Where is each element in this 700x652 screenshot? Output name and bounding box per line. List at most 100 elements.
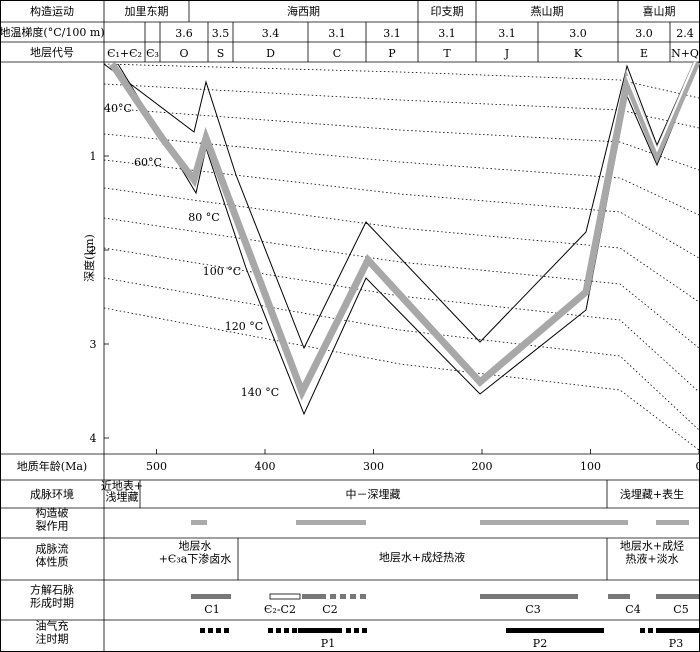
- strata-code: Є₁+Є₂: [107, 47, 142, 60]
- calcite-label: C2: [322, 603, 337, 616]
- calcite-bar: [191, 594, 231, 599]
- burial-curve-bottom: [117, 61, 700, 416]
- tectonic-period: 海西期: [287, 4, 320, 18]
- depth-tick-label: 3: [90, 338, 97, 351]
- age-tick-label: 500: [146, 460, 167, 473]
- tectonic-period: 印支期: [431, 5, 464, 18]
- gradient-value: 3.1: [438, 27, 456, 40]
- row-label-gradient: 地温梯度(°C/100 m): [0, 25, 105, 39]
- tectonic-period: 喜山期: [643, 5, 676, 18]
- age-tick-label: 100: [580, 460, 601, 473]
- gradient-value: 3.5: [212, 27, 230, 40]
- strata-code: N+Q: [671, 47, 699, 60]
- gradient-value: 3.0: [635, 27, 653, 40]
- row-label-calcite: 方解石脉形成时期: [30, 583, 74, 610]
- calcite-bar: [480, 594, 578, 599]
- fluid-label: 地层水+成烃热液+淡水: [620, 540, 684, 566]
- strata-code: D: [266, 47, 275, 60]
- oil-bar: [224, 628, 229, 633]
- depth-tick-label: 4: [90, 432, 97, 445]
- fault-bar: [296, 520, 366, 525]
- oil-bar: [284, 628, 289, 633]
- calcite-bar: [302, 594, 326, 599]
- fluid-label: 地层水+成烃热液: [379, 550, 465, 564]
- target-layer-curve: [109, 60, 700, 401]
- gradient-value: 3.1: [383, 27, 401, 40]
- oil-label: P1: [321, 637, 335, 650]
- strata-code: E: [640, 47, 648, 60]
- isotherm-line: [103, 83, 700, 129]
- fault-bar: [480, 520, 628, 525]
- row-label-oil: 油气充注时期: [36, 619, 69, 646]
- gradient-value: 3.1: [328, 27, 346, 40]
- oil-bar: [656, 628, 699, 633]
- oil-bar: [216, 628, 221, 633]
- depth-tick-label: 1: [90, 150, 97, 163]
- oil-label: P3: [669, 637, 683, 650]
- calcite-bar: [330, 594, 336, 599]
- calcite-bar: [350, 594, 356, 599]
- age-tick-label: 200: [472, 460, 493, 473]
- isotherm-label: 100 °C: [203, 265, 241, 278]
- oil-bar: [354, 628, 359, 633]
- calcite-label: C3: [525, 603, 540, 616]
- strata-code: C: [333, 47, 341, 60]
- row-label-age: 地质年龄(Ma): [17, 459, 87, 473]
- tectonic-period: 燕山期: [531, 5, 564, 18]
- oil-bar: [648, 628, 653, 633]
- isotherm-line: [103, 307, 700, 451]
- row-label-fluid: 成脉流体性质: [36, 542, 69, 569]
- isotherm-label: 140 °C: [241, 386, 279, 399]
- row-label-tectonic: 构造运动: [30, 4, 74, 18]
- isotherm-line: [103, 187, 700, 303]
- oil-bar: [276, 628, 281, 633]
- isotherm-line: [103, 217, 700, 349]
- oil-bar: [506, 628, 604, 633]
- calcite-bar: [656, 594, 699, 599]
- oil-bar: [362, 628, 367, 633]
- gradient-value: 3.1: [498, 27, 516, 40]
- tectonic-period: 加里东期: [125, 5, 169, 18]
- calcite-label: C4: [625, 603, 640, 616]
- oil-bar: [208, 628, 213, 633]
- isotherm-line: [103, 247, 700, 393]
- fluid-label: 地层水+Є₃a下渗卤水: [159, 540, 232, 566]
- isotherm-line: [103, 107, 700, 171]
- env-label: 浅埋藏+表生: [620, 487, 684, 501]
- calcite-bar: [269, 593, 301, 600]
- isotherm-label: 120 °C: [225, 320, 263, 333]
- calcite-label: C1: [204, 603, 219, 616]
- depth-tick-label: 2: [90, 244, 97, 257]
- oil-bar: [346, 628, 351, 633]
- row-label-fault: 构造破裂作用: [36, 506, 69, 533]
- isotherm-line: [103, 159, 700, 259]
- fault-bar: [656, 520, 689, 525]
- age-tick-label: 400: [255, 460, 276, 473]
- strata-code: O: [179, 47, 188, 60]
- strata-code: J: [504, 47, 509, 60]
- env-label: 中－深埋藏: [346, 488, 401, 501]
- target-layer-core: [626, 61, 696, 153]
- burial-curve-top: [103, 61, 695, 350]
- isotherm-label: 60°C: [134, 156, 162, 169]
- isotherm-line: [103, 63, 700, 99]
- row-label-env: 成脉环境: [30, 487, 74, 501]
- oil-bar: [640, 628, 645, 633]
- depth-axis-label: 深度(km): [82, 234, 96, 282]
- gradient-value: 2.4: [676, 27, 694, 40]
- strata-code: Є₃: [146, 47, 159, 60]
- isotherm-line: [103, 277, 700, 431]
- oil-bar: [268, 628, 273, 633]
- age-tick-label: 300: [363, 460, 384, 473]
- burial-curves: [103, 60, 700, 633]
- strata-code: T: [443, 47, 451, 60]
- strata-code: S: [217, 47, 225, 60]
- strata-code: P: [388, 47, 396, 60]
- row-label-strata: 地层代号: [30, 46, 74, 59]
- oil-bar: [200, 628, 205, 633]
- fault-bar: [191, 520, 207, 525]
- isotherm-line: [103, 133, 700, 216]
